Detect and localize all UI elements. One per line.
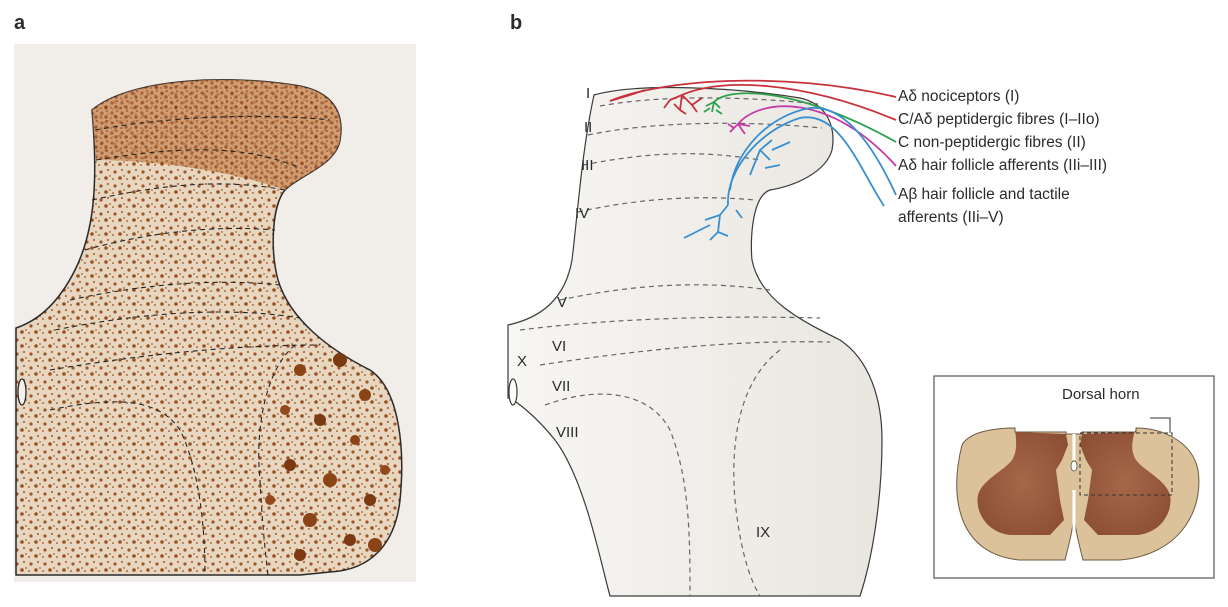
lamina-label-iii: III xyxy=(581,157,594,174)
fibre-non-peptidergic xyxy=(703,92,897,143)
fibre-ab-hair-follicle xyxy=(683,107,897,241)
panel-b-label: b xyxy=(510,12,523,34)
panel-a-micrograph xyxy=(14,44,416,582)
inset-spinal-cord xyxy=(933,375,1215,579)
lamina-label-iv: IV xyxy=(575,205,590,222)
fibre-label-ab-hair-follicle-line2: afferents (IIi–V) xyxy=(898,209,1004,226)
fibre-peptidergic xyxy=(663,83,897,121)
panel-a-label: a xyxy=(14,12,26,34)
fibre-label-ad-hair-follicle: Aδ hair follicle afferents (IIi–III) xyxy=(898,157,1108,174)
fibre-ad-nociceptor xyxy=(609,79,897,102)
lamina-boundaries-b xyxy=(519,97,831,597)
fibre-label-peptidergic: C/Aδ peptidergic fibres (I–IIo) xyxy=(898,111,1100,128)
fibre-label-ad-nociceptors: Aδ nociceptors (I) xyxy=(898,88,1020,105)
lamina-label-v: V xyxy=(557,294,568,311)
panel-b-schematic xyxy=(507,79,897,597)
dorsal-horn-box xyxy=(1079,432,1173,496)
lamina-label-vii: VII xyxy=(552,378,571,395)
inset-dorsal-horn-label: Dorsal horn xyxy=(1062,386,1140,403)
central-canal-a xyxy=(17,378,27,406)
ventral-horn-neurons xyxy=(265,353,390,561)
fibre-ad-hair-follicle xyxy=(727,105,897,167)
lamina-boundaries-a xyxy=(49,115,331,576)
lamina-label-viii: VIII xyxy=(556,424,579,441)
fibre-label-ab-hair-follicle: Aβ hair follicle and tactile xyxy=(898,186,1070,203)
central-canal-b xyxy=(508,378,518,406)
lamina-label-vi: VI xyxy=(552,338,567,355)
fibre-label-non-peptidergic: C non-peptidergic fibres (II) xyxy=(898,134,1086,151)
lamina-label-x: X xyxy=(517,353,528,370)
lamina-label-i: I xyxy=(586,85,591,102)
lamina-label-ii: II xyxy=(584,119,593,136)
lamina-label-ix: IX xyxy=(756,524,771,541)
